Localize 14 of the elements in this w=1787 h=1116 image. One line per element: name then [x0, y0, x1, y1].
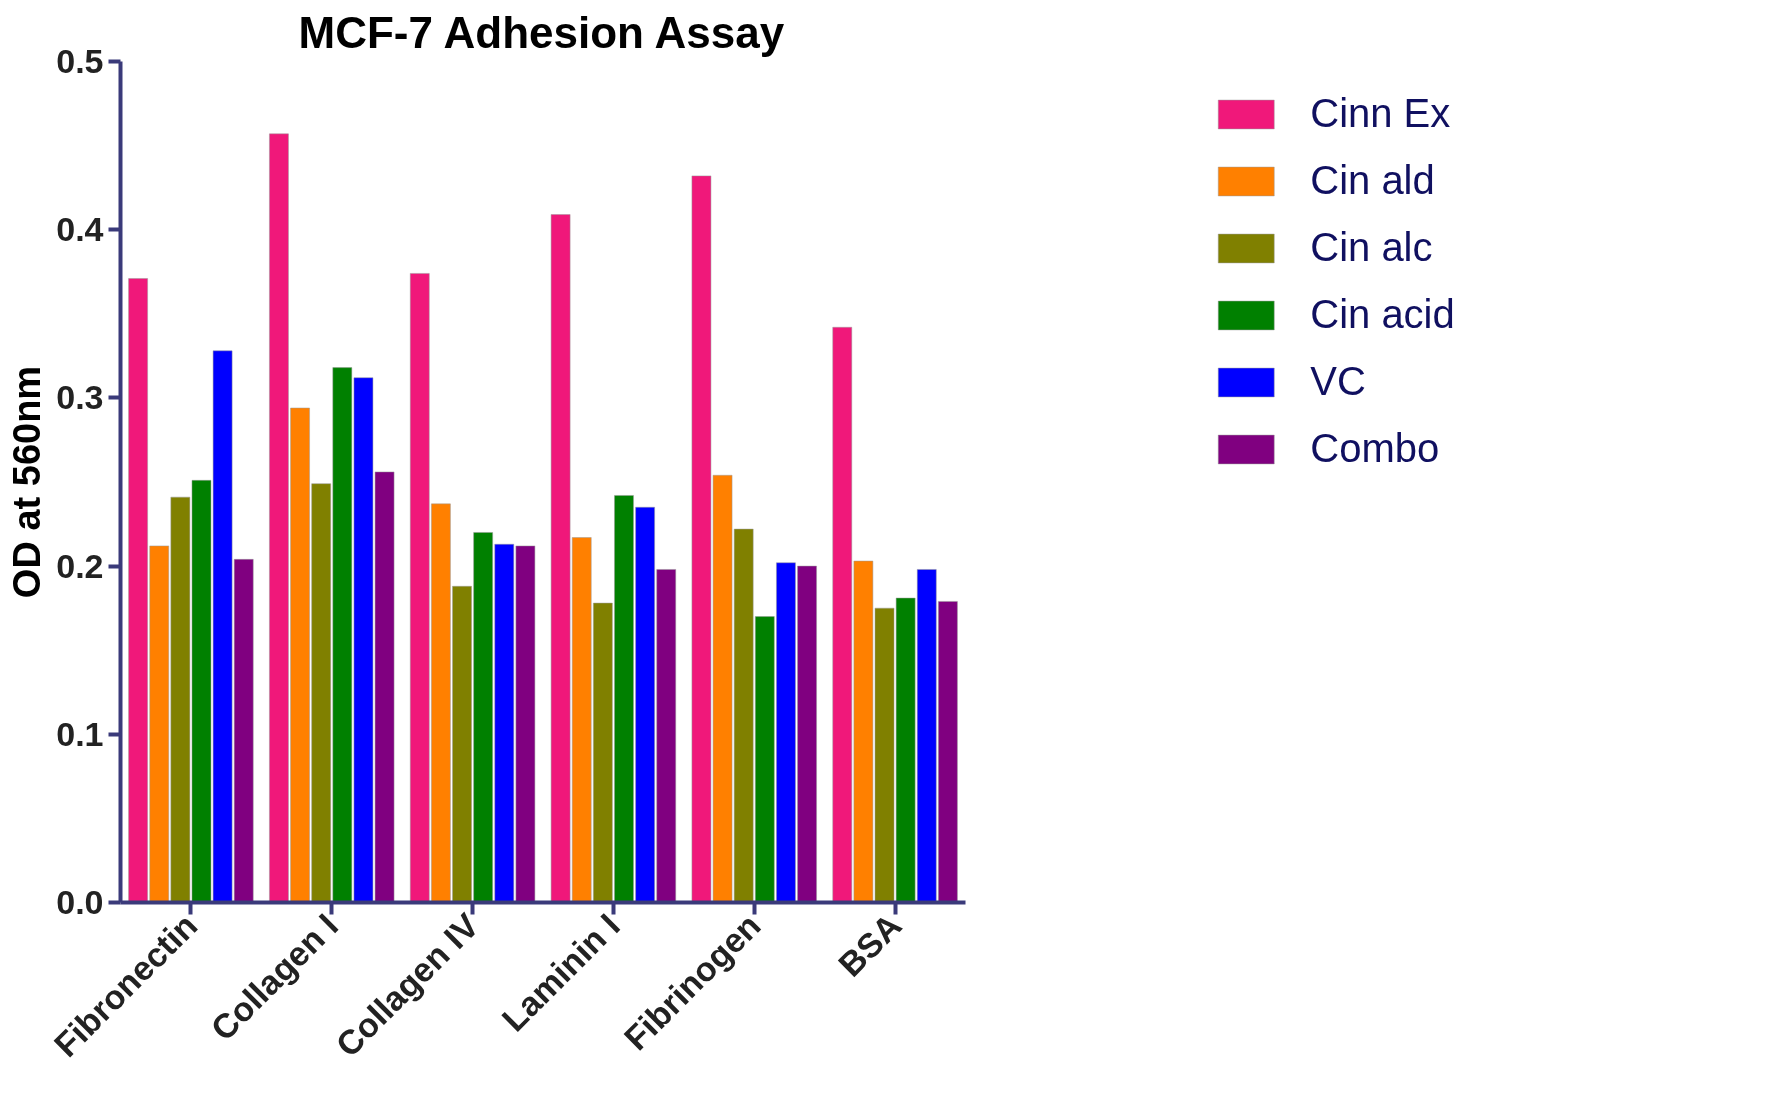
legend-label: VC	[1310, 359, 1366, 404]
legend-label: Cinn Ex	[1310, 91, 1451, 136]
legend-label: Cin acid	[1310, 292, 1455, 337]
y-tick-label: 0.4	[56, 210, 104, 249]
chart-title: MCF-7 Adhesion Assay	[298, 7, 785, 57]
y-tick-label: 0.1	[56, 714, 104, 753]
legend-label: Cin alc	[1310, 225, 1433, 270]
legend-label: Cin ald	[1310, 158, 1435, 203]
legend-label: Combo	[1310, 426, 1440, 471]
y-tick-label: 0.2	[56, 546, 104, 585]
y-tick-label: 0.0	[56, 883, 104, 921]
y-tick-label: 0.3	[56, 378, 104, 417]
y-tick-label: 0.5	[56, 42, 104, 80]
y-axis-title: OD at 560nm	[6, 365, 49, 599]
